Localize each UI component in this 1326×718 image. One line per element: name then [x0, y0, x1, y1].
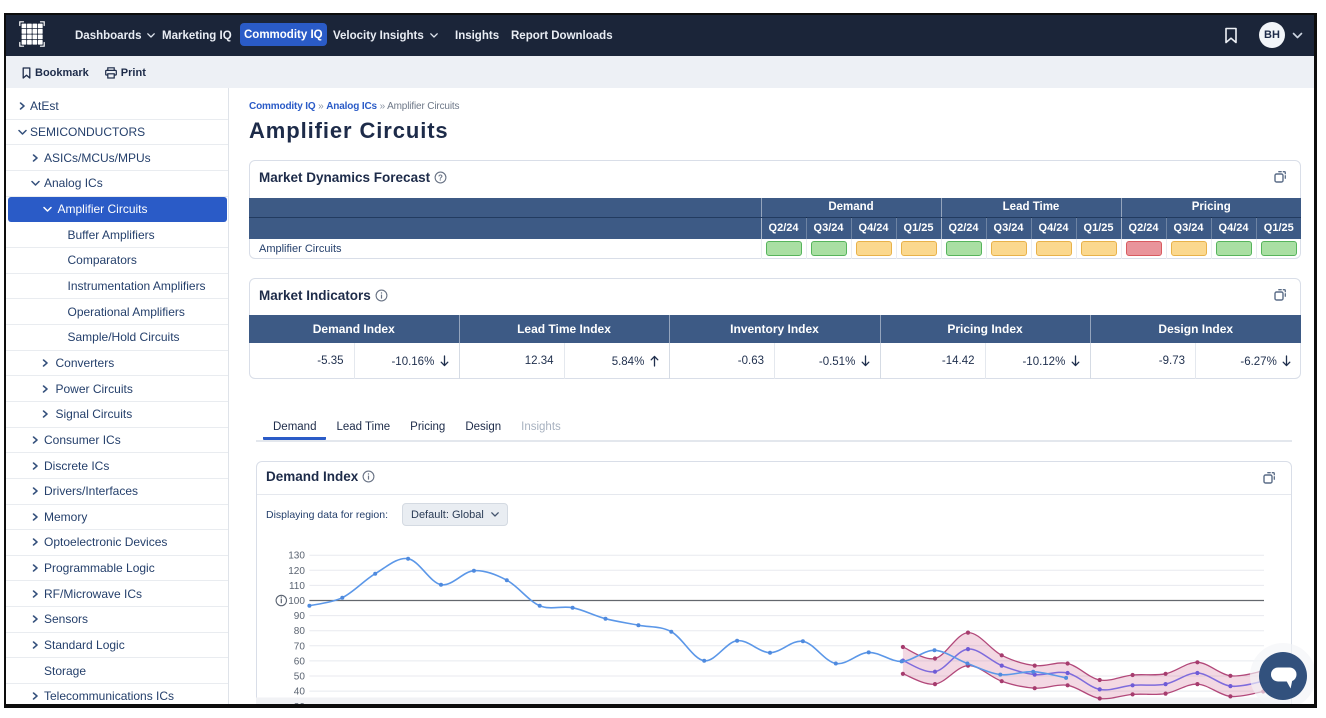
svg-text:70: 70 — [294, 641, 306, 652]
svg-text:30: 30 — [294, 702, 306, 707]
svg-text:?: ? — [438, 173, 443, 182]
svg-text:130: 130 — [288, 551, 305, 562]
svg-text:50: 50 — [294, 672, 306, 683]
svg-text:80: 80 — [294, 626, 306, 637]
svg-text:90: 90 — [294, 611, 306, 622]
svg-text:40: 40 — [294, 687, 306, 698]
svg-text:120: 120 — [288, 566, 305, 577]
svg-text:100: 100 — [288, 596, 305, 607]
svg-text:60: 60 — [294, 656, 306, 667]
svg-text:110: 110 — [289, 581, 305, 592]
